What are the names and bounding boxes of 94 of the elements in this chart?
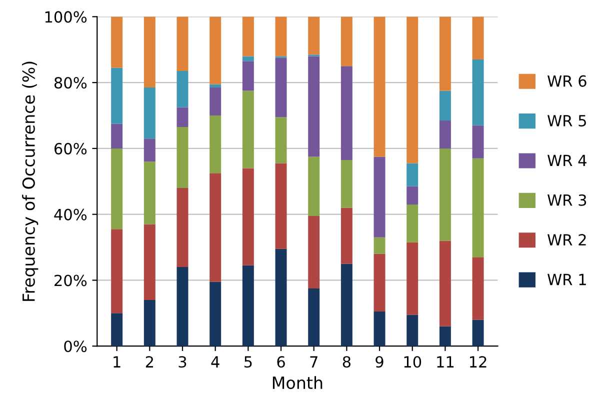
x-tick-label: 11 xyxy=(437,356,454,368)
x-tick-label: 8 xyxy=(342,356,350,368)
bar xyxy=(374,16,386,157)
bar xyxy=(472,320,484,346)
bar xyxy=(210,282,222,346)
bar xyxy=(242,61,254,91)
bar xyxy=(406,314,418,346)
bar xyxy=(210,16,222,84)
bar xyxy=(374,237,386,254)
bar xyxy=(439,16,451,91)
legend-label: WR 2 xyxy=(548,234,586,246)
legend-label: WR 5 xyxy=(548,115,586,127)
bar xyxy=(176,127,188,188)
bar xyxy=(242,16,254,56)
x-tick-label: 2 xyxy=(146,356,153,368)
bar xyxy=(176,267,188,346)
bar xyxy=(472,60,484,126)
bar xyxy=(144,162,156,224)
y-tick-label: 0% xyxy=(64,340,87,352)
bar xyxy=(439,240,451,326)
bar xyxy=(275,163,287,249)
bar xyxy=(406,163,418,186)
x-axis-title: Month xyxy=(272,376,322,390)
y-tick-label: 100% xyxy=(45,11,87,23)
x-tick-label: 7 xyxy=(310,356,318,368)
y-tick-label: 20% xyxy=(54,274,87,286)
bar xyxy=(308,156,320,216)
bar xyxy=(340,208,352,264)
bar xyxy=(439,120,451,148)
x-tick-label: 1 xyxy=(114,356,120,368)
x-tick-label: 12 xyxy=(470,356,486,368)
x-tick-label: 9 xyxy=(376,356,384,368)
y-tick-label: 40% xyxy=(54,208,87,220)
bar xyxy=(406,204,418,242)
bar xyxy=(111,124,123,148)
bar xyxy=(275,16,287,56)
bar xyxy=(340,160,352,208)
bar xyxy=(210,173,222,282)
bar xyxy=(210,88,222,116)
bar xyxy=(111,229,123,314)
bar xyxy=(275,248,287,346)
bar xyxy=(340,16,352,66)
bar xyxy=(308,56,320,157)
bar xyxy=(242,265,254,346)
bar xyxy=(111,313,123,346)
bar xyxy=(144,88,156,139)
bar xyxy=(144,16,156,88)
bar xyxy=(275,117,287,164)
bar xyxy=(210,84,222,88)
bar xyxy=(439,90,451,120)
bar xyxy=(308,216,320,288)
bar xyxy=(176,71,188,108)
bar xyxy=(472,158,484,258)
bar xyxy=(308,288,320,346)
bar xyxy=(111,68,123,124)
bar xyxy=(275,58,287,118)
x-tick-label: 4 xyxy=(211,356,220,368)
bar xyxy=(340,264,352,346)
bar xyxy=(374,312,386,346)
legend-label: WR 3 xyxy=(548,194,586,206)
bar xyxy=(308,16,320,55)
bar xyxy=(144,300,156,346)
bar xyxy=(144,138,156,162)
bar xyxy=(406,16,418,164)
bar xyxy=(111,16,123,68)
bar xyxy=(472,125,484,158)
x-tick-label: 10 xyxy=(404,356,422,368)
bar xyxy=(439,148,451,241)
x-tick-label: 5 xyxy=(244,356,252,368)
bar xyxy=(374,156,386,238)
bar xyxy=(144,224,156,300)
y-axis-title: Frequency of Occurrence (%) xyxy=(22,62,38,301)
legend-label: WR 1 xyxy=(548,274,586,286)
bar xyxy=(210,116,222,174)
bar xyxy=(340,66,352,160)
bar xyxy=(472,16,484,60)
legend-label: WR 4 xyxy=(548,154,586,166)
bar xyxy=(242,168,254,266)
bar xyxy=(472,257,484,320)
y-tick-label: 80% xyxy=(54,77,87,89)
bar xyxy=(406,242,418,315)
x-tick-label: 6 xyxy=(277,356,285,368)
bar xyxy=(439,326,451,346)
bar xyxy=(242,56,254,62)
legend-label: WR 6 xyxy=(548,75,586,87)
x-tick-label: 3 xyxy=(178,356,186,368)
bar xyxy=(176,188,188,268)
bar xyxy=(176,107,188,128)
bar xyxy=(111,148,123,230)
bar xyxy=(242,90,254,168)
y-tick-label: 60% xyxy=(54,142,87,154)
bar xyxy=(176,16,188,72)
bar xyxy=(406,186,418,204)
bar xyxy=(374,254,386,312)
